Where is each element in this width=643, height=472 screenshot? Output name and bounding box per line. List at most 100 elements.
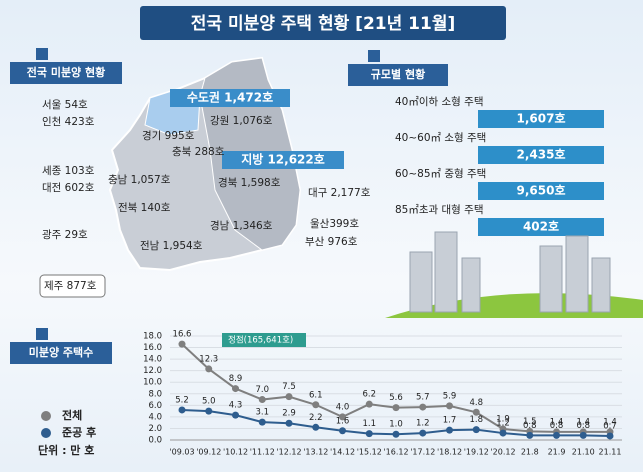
- y-tick-label: 4.0: [148, 412, 162, 422]
- icon: [36, 48, 48, 60]
- legend-label: 준공 후: [62, 425, 96, 439]
- section-tab: [10, 342, 112, 364]
- point: [392, 404, 400, 412]
- data-label: 7.5: [282, 382, 296, 392]
- size-bar: [478, 110, 604, 128]
- size-value: 402호: [523, 220, 559, 234]
- data-label: 0.8: [523, 421, 537, 431]
- region-label: 충남 1,057호: [108, 174, 171, 186]
- region-label: 강원 1,076호: [210, 115, 273, 127]
- buildings: [409, 231, 611, 313]
- data-label: 1.1: [362, 419, 376, 429]
- section-title: 규모별 현황: [371, 67, 425, 81]
- point: [205, 365, 213, 373]
- data-label: 1.9: [496, 415, 510, 425]
- size-label: 85㎡초과 대형 주택: [395, 204, 484, 216]
- data-label: 5.9: [443, 391, 457, 401]
- x-tick-label: 21.8: [521, 448, 539, 457]
- region-label: 대전 602호: [42, 182, 95, 194]
- data-label: 1.2: [416, 419, 430, 429]
- annotation-box: [222, 333, 306, 347]
- region-label: 전북 140호: [118, 202, 171, 214]
- local-label: 지방 12,622호: [241, 152, 325, 167]
- point: [312, 423, 320, 431]
- size-bar: [478, 218, 604, 236]
- data-label: 1.5: [523, 417, 537, 427]
- point: [339, 427, 346, 435]
- size-bar: [478, 182, 604, 200]
- region-label: 부산 976호: [305, 236, 358, 248]
- point: [365, 430, 373, 438]
- point: [178, 406, 186, 414]
- size-bar: [478, 146, 604, 164]
- data-label: 5.2: [175, 395, 189, 405]
- region-label: 인천 423호: [42, 116, 95, 128]
- point: [446, 402, 453, 410]
- annotation: 정점(165,641호): [228, 335, 293, 346]
- data-label: 6.1: [309, 390, 323, 400]
- data-label: 3.1: [255, 408, 269, 418]
- point: [258, 396, 266, 404]
- capital-label: 수도권 1,472호: [187, 91, 273, 105]
- x-tick-label: 21.10: [572, 448, 595, 457]
- point: [606, 432, 614, 440]
- size-label: 40㎡이하 소형 주택: [395, 95, 484, 108]
- x-tick-label: '09.03: [169, 448, 194, 457]
- y-tick-label: 8.0: [148, 389, 162, 399]
- point: [499, 429, 507, 437]
- x-tick-label: '20.12: [490, 448, 515, 457]
- x-tick-label: '11.12: [250, 448, 275, 457]
- x-tick-label: '18.12: [437, 448, 462, 457]
- data-label: 12.3: [199, 354, 218, 364]
- data-label: 0.7: [603, 421, 617, 431]
- y-tick-label: 12.0: [143, 366, 162, 376]
- data-label: 4.0: [336, 402, 350, 412]
- x-tick-label: '14.12: [330, 448, 355, 457]
- x-tick-label: 21.9: [548, 448, 566, 457]
- legend-marker: [41, 411, 51, 421]
- y-tick-label: 2.0: [148, 424, 162, 434]
- section-title: 전국 미분양 현황: [27, 65, 106, 79]
- x-tick-label: '13.12: [303, 448, 328, 457]
- x-tick-label: '09.12: [196, 448, 221, 457]
- x-tick-label: '12.12: [276, 448, 301, 457]
- local-banner: [222, 151, 344, 169]
- x-tick-label: 21.11: [599, 448, 622, 457]
- chart: 0.02.04.06.08.010.012.014.016.018.0'09.0…: [41, 330, 622, 457]
- point: [365, 400, 373, 408]
- data-label: 2.9: [282, 409, 296, 419]
- region-label: 전남 1,954호: [140, 240, 203, 252]
- data-label: 1.4: [550, 417, 564, 427]
- data-label: 5.7: [416, 393, 430, 403]
- capital-banner: [170, 89, 290, 107]
- point: [526, 431, 534, 439]
- title: 전국 미분양 주택 현황 [21년 11월]: [191, 14, 456, 34]
- data-label: 1.6: [336, 416, 350, 426]
- x-tick-label: '15.12: [357, 448, 382, 457]
- point: [579, 431, 587, 439]
- data-label: 1.7: [443, 416, 457, 426]
- jeju-box: [39, 274, 106, 298]
- size-value: 1,607호: [517, 112, 566, 126]
- point: [232, 385, 239, 393]
- data-label: 1.2: [496, 419, 510, 429]
- y-tick-label: 6.0: [148, 401, 162, 411]
- title-banner: [140, 6, 506, 40]
- region-label: 광주 29호: [42, 229, 88, 241]
- point: [339, 413, 346, 421]
- legend-marker: [41, 428, 51, 438]
- point: [472, 408, 480, 416]
- point: [392, 430, 400, 438]
- y-tick-label: 14.0: [143, 355, 162, 365]
- point: [258, 418, 266, 426]
- point: [446, 426, 453, 434]
- point: [232, 411, 239, 419]
- icon: [368, 50, 380, 62]
- data-label: 1.4: [603, 417, 617, 427]
- region-label: 경남 1,346호: [210, 219, 273, 232]
- unit-label: 단위 : 만 호: [38, 443, 94, 457]
- data-label: 7.0: [255, 385, 269, 395]
- data-label: 16.6: [173, 330, 192, 340]
- data-label: 4.3: [229, 401, 243, 411]
- region-label: 경기 995호: [142, 129, 195, 142]
